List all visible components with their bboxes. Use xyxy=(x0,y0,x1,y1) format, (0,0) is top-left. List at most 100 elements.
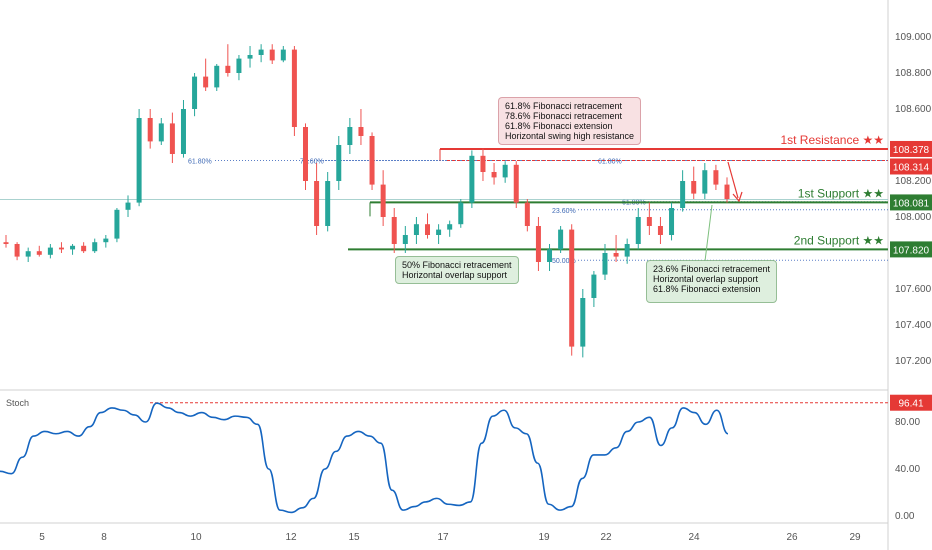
price-tick-label: 108.800 xyxy=(895,68,932,79)
candle-body xyxy=(180,109,186,154)
candle-body xyxy=(646,217,652,226)
stoch-level-tag-bg xyxy=(890,394,932,411)
support1-connector xyxy=(704,204,713,262)
candle-body xyxy=(602,253,608,275)
price-tags: 108.378 108.314 108.081 107.820 xyxy=(890,140,932,258)
candle-body xyxy=(325,181,331,226)
support1-note-line: Horizontal overlap support xyxy=(653,274,759,284)
price-tick-label: 107.400 xyxy=(895,320,932,331)
x-tick-label: 10 xyxy=(190,532,202,543)
candle-body xyxy=(314,181,320,226)
candle-body xyxy=(569,229,575,347)
candle-body xyxy=(613,253,619,257)
resistance-arrow-head xyxy=(732,191,743,203)
candle-body xyxy=(635,217,641,244)
price-tick-label: 108.600 xyxy=(895,104,932,115)
candle-body xyxy=(258,49,264,55)
candle-body xyxy=(192,76,198,109)
candle-body xyxy=(591,274,597,298)
x-tick-label: 8 xyxy=(101,532,107,543)
support2-note-line: Horizontal overlap support xyxy=(402,270,508,280)
fib-level-label: 78.60% xyxy=(300,158,324,165)
fib-level-label: 61.80% xyxy=(598,158,622,165)
candle-body xyxy=(81,245,87,252)
candle-body xyxy=(225,65,231,73)
candle-body xyxy=(169,123,175,154)
candle-body xyxy=(535,226,541,262)
candle-body xyxy=(391,217,397,244)
candle-body xyxy=(3,242,9,244)
candle-body xyxy=(624,244,630,257)
candle-body xyxy=(347,127,353,145)
x-tick-label: 22 xyxy=(600,532,612,543)
candle-body xyxy=(480,155,486,172)
candle-body xyxy=(36,251,42,255)
resistance-note-line: Horizontal swing high resistance xyxy=(505,131,635,141)
time-axis: 5 8 10 12 15 17 19 22 24 26 29 xyxy=(39,532,861,543)
fib-level-label: 61.80% xyxy=(188,158,212,165)
resistance-note-line: 61.8% Fibonacci extension xyxy=(505,121,613,131)
candle-body xyxy=(580,298,586,347)
fib-level-label: 50.00% xyxy=(552,258,576,265)
candle-body xyxy=(524,202,530,226)
candle-body xyxy=(724,184,730,199)
x-tick-label: 19 xyxy=(538,532,550,543)
price-tag-support2-bg xyxy=(890,241,932,258)
candle-body xyxy=(214,65,220,88)
resistance-label: 1st Resistance ★★ xyxy=(780,133,884,147)
stoch-tick-label: 80.00 xyxy=(895,417,920,428)
x-tick-label: 26 xyxy=(786,532,798,543)
candle-body xyxy=(458,202,464,225)
support1-note-line: 61.8% Fibonacci extension xyxy=(653,284,761,294)
stoch-tick-label: 40.00 xyxy=(895,464,920,475)
candle-body xyxy=(236,58,242,73)
candle-body xyxy=(58,247,64,250)
stoch-axis: 80.00 40.00 0.00 xyxy=(895,417,920,522)
x-tick-label: 29 xyxy=(849,532,861,543)
price-tag-resistance: 108.378 xyxy=(893,145,930,156)
stoch-tick-label: 0.00 xyxy=(895,511,915,522)
candle-body xyxy=(114,209,120,239)
candle-body xyxy=(502,164,508,178)
candle-body xyxy=(358,127,364,136)
candle-body xyxy=(447,224,453,230)
candle-body xyxy=(657,226,663,235)
candle-body xyxy=(14,244,20,257)
candle-body xyxy=(125,202,131,210)
price-tag-support1: 108.081 xyxy=(893,198,930,209)
candle-body xyxy=(47,247,53,255)
price-tag-108314: 108.314 xyxy=(893,162,930,173)
candle-body xyxy=(291,49,297,127)
candle-body xyxy=(513,164,519,203)
x-tick-label: 5 xyxy=(39,532,45,543)
candle-body xyxy=(702,170,708,194)
support2-note-line: 50% Fibonacci retracement xyxy=(402,260,512,270)
candle-body xyxy=(402,235,408,244)
support2-label: 2nd Support ★★ xyxy=(794,233,884,247)
candle-body xyxy=(691,181,697,194)
candle-body xyxy=(269,49,275,61)
candle-body xyxy=(369,136,375,185)
resistance-arrow-line xyxy=(727,161,739,199)
price-tick-label: 109.000 xyxy=(895,32,932,43)
price-tag-resistance-bg xyxy=(890,140,932,157)
fib-level-label: 23.60% xyxy=(552,208,576,215)
stoch-title: Stoch xyxy=(6,398,29,408)
candle-body xyxy=(491,172,497,178)
candle-body xyxy=(92,242,98,252)
price-tag-support1-bg xyxy=(890,194,932,211)
candle-body xyxy=(547,249,553,262)
price-tick-label: 108.200 xyxy=(895,176,932,187)
candle-body xyxy=(436,229,442,235)
support2-note-box: 50% Fibonacci retracement Horizontal ove… xyxy=(395,256,519,284)
x-tick-label: 15 xyxy=(348,532,360,543)
candle-body xyxy=(413,224,419,235)
candle-body xyxy=(302,127,308,181)
price-tag-support2: 107.820 xyxy=(893,245,930,256)
candle-body xyxy=(247,55,253,59)
x-tick-label: 24 xyxy=(688,532,700,543)
x-tick-label: 12 xyxy=(285,532,297,543)
price-tick-label: 108.000 xyxy=(895,212,932,223)
